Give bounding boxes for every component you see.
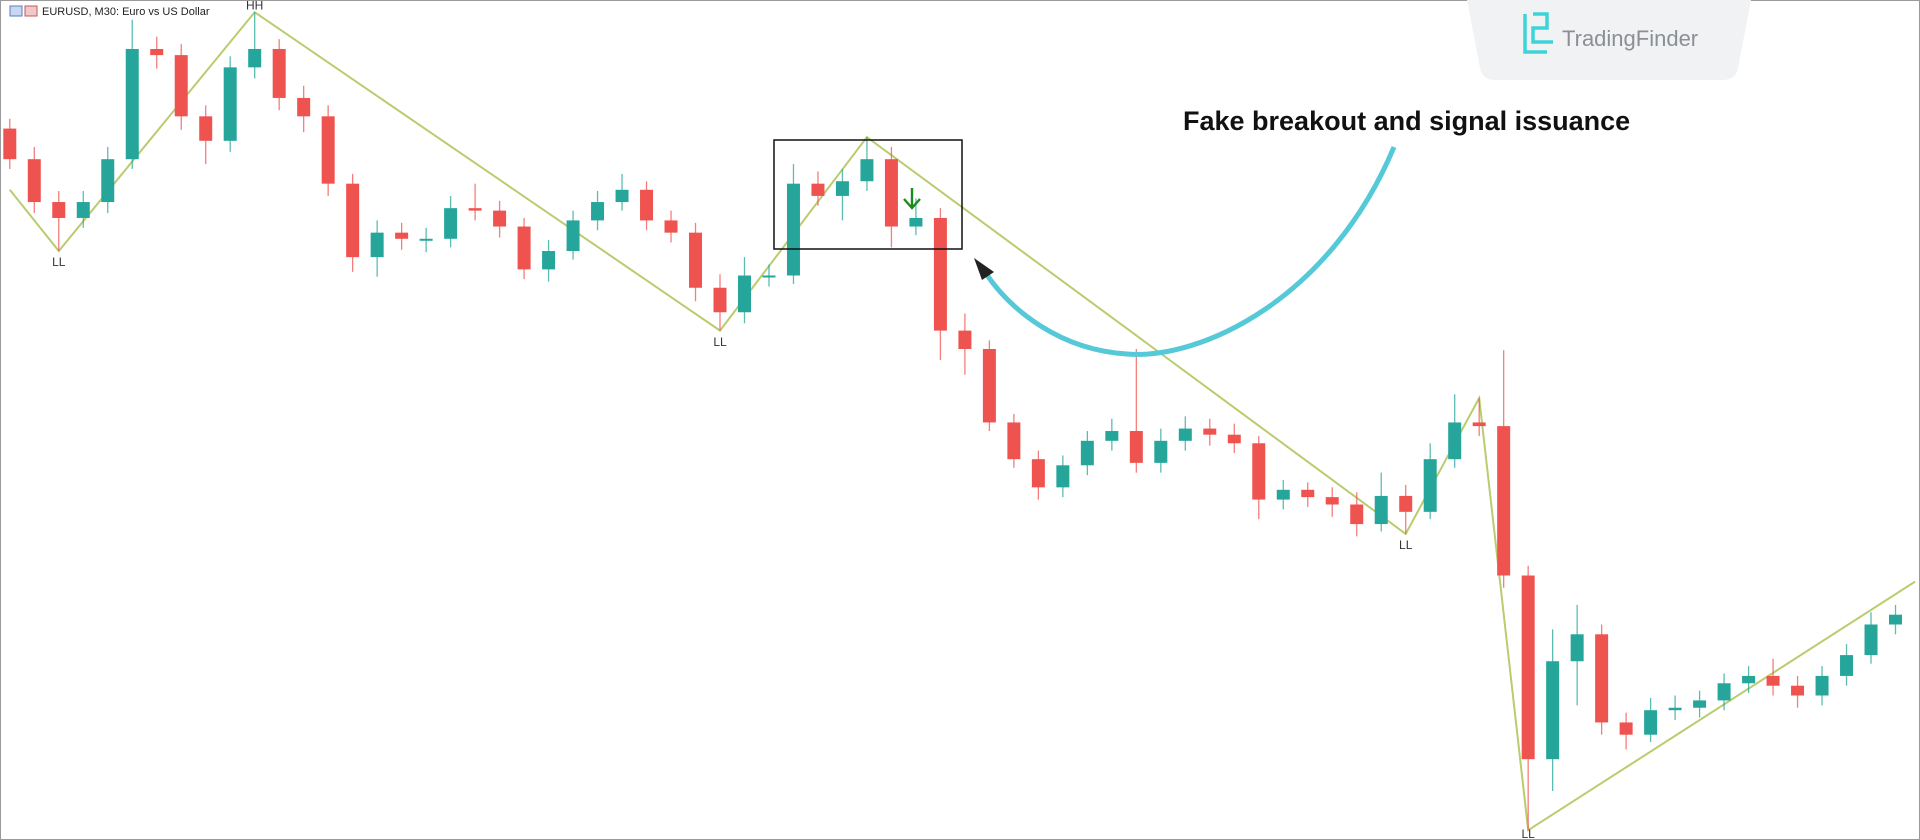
candle-body <box>1325 497 1339 505</box>
candle-body <box>1227 434 1241 444</box>
candle-body <box>591 202 605 221</box>
candle-body <box>1619 722 1633 735</box>
symbol-icon <box>24 5 38 17</box>
candle-body <box>542 251 556 270</box>
candle-body <box>1276 489 1290 500</box>
candle-body <box>1668 707 1682 711</box>
candle-body <box>1203 428 1217 435</box>
candle-body <box>125 48 139 160</box>
candle-body <box>468 208 482 211</box>
candle-body <box>982 348 996 423</box>
highlight-box <box>773 139 963 250</box>
candle-body <box>370 232 384 258</box>
candle-body <box>1472 422 1486 427</box>
candle-body <box>199 116 213 141</box>
candle-body <box>1521 575 1535 760</box>
candle-body <box>3 128 17 160</box>
candle-body <box>762 275 776 278</box>
logo-icon <box>1523 12 1553 54</box>
candle-body <box>1815 675 1829 696</box>
candle-body <box>517 226 531 270</box>
candle-body <box>566 220 580 252</box>
zigzag-line <box>9 10 1916 832</box>
candle-body <box>1595 634 1609 723</box>
watermark-tab: TradingFinder <box>1467 0 1751 80</box>
candle-body <box>737 275 751 313</box>
candle-body <box>223 67 237 141</box>
chart-title: EURUSD, M30: Euro vs US Dollar <box>42 6 210 18</box>
candle-body <box>884 159 898 227</box>
candle-body <box>811 183 825 196</box>
candle-body <box>444 208 458 239</box>
candle-body <box>909 217 923 227</box>
candle-body <box>1497 426 1511 576</box>
candle-body <box>860 159 874 182</box>
candle-body <box>1423 459 1437 512</box>
candle-body <box>1864 624 1878 656</box>
annotation-text: Fake breakout and signal issuance <box>1183 106 1630 136</box>
logo-tab <box>1467 0 1751 80</box>
candle-body <box>958 330 972 349</box>
candle-body <box>1570 634 1584 662</box>
plot-area: LL HH LL LL LL <box>3 0 1916 840</box>
candle-body <box>1889 614 1903 625</box>
candle-body <box>272 48 286 98</box>
candle-body <box>1007 422 1021 460</box>
candle-body <box>174 55 188 117</box>
candle-body <box>493 210 507 227</box>
candle-body <box>933 217 947 331</box>
candle-body <box>1840 655 1854 676</box>
candle-body <box>640 189 654 221</box>
candle-body <box>321 116 335 184</box>
candle-body <box>1766 675 1780 686</box>
candle-body <box>713 287 727 313</box>
candle-body <box>1178 428 1192 441</box>
candle-body <box>297 97 311 117</box>
candle-body <box>52 202 66 218</box>
candle-body <box>786 183 800 276</box>
candle-body <box>1154 440 1168 463</box>
candle-body <box>664 220 678 233</box>
candle-body <box>1129 431 1143 463</box>
candle-body <box>835 181 849 196</box>
candle-body <box>1056 465 1070 488</box>
candle-body <box>419 238 433 241</box>
candle-body <box>1031 459 1045 488</box>
candle-body <box>1252 443 1266 500</box>
annotation-arrowhead <box>974 258 994 280</box>
symbol-icon <box>9 5 23 17</box>
candle-body <box>1742 675 1756 684</box>
candle-body <box>615 189 629 203</box>
candle-body <box>1644 710 1658 735</box>
candle-body <box>1301 489 1315 498</box>
candle-body <box>1399 495 1413 512</box>
candle-body <box>150 48 164 56</box>
candle-body <box>1080 440 1094 466</box>
candle-body <box>346 183 360 258</box>
candle-body <box>395 232 409 239</box>
candle-body <box>76 202 90 218</box>
logo-text: TradingFinder <box>1562 26 1698 51</box>
annotation-arrow <box>982 146 1397 357</box>
candle-body <box>1374 495 1388 525</box>
candle-body <box>27 159 41 203</box>
pivot-label: LL <box>52 255 66 269</box>
candle-body <box>1791 685 1805 696</box>
pivot-label: LL <box>1399 538 1413 552</box>
pivot-label: HH <box>246 0 263 12</box>
candle-body <box>248 48 262 68</box>
pivot-label: LL <box>1521 827 1535 840</box>
candle-body <box>101 159 115 203</box>
candle-body <box>1105 431 1119 441</box>
candle-body <box>1350 504 1364 525</box>
candle-body <box>1717 683 1731 701</box>
pivot-label: LL <box>713 335 727 349</box>
candle-body <box>1448 422 1462 460</box>
candle-body <box>1546 661 1560 760</box>
candle-body <box>1693 700 1707 708</box>
candle-body <box>689 232 703 288</box>
sell-signal-arrow <box>903 188 921 210</box>
